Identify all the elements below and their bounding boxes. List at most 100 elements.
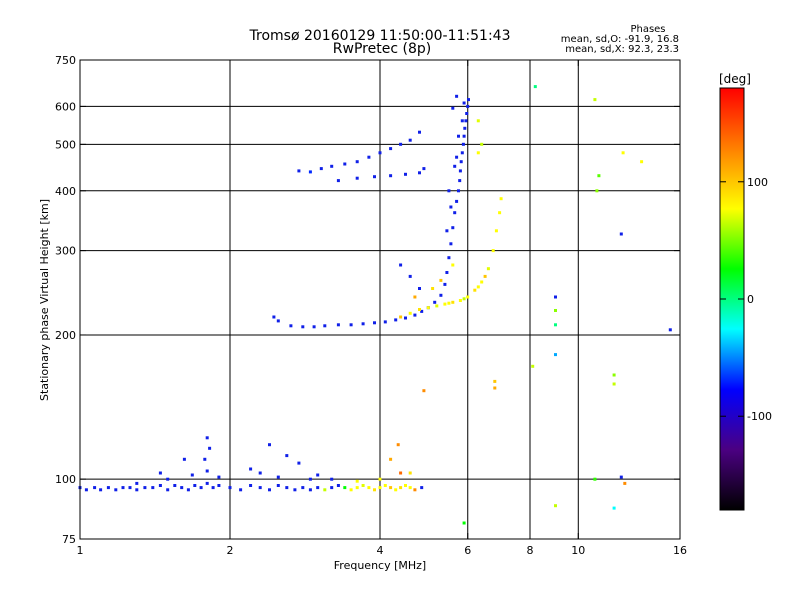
- data-point: [297, 461, 301, 465]
- data-point: [182, 457, 186, 461]
- data-point: [308, 477, 312, 481]
- data-point: [399, 486, 403, 490]
- data-point: [190, 473, 194, 477]
- data-point: [378, 151, 382, 155]
- data-point: [301, 486, 305, 490]
- data-point: [361, 484, 365, 487]
- data-point: [483, 274, 487, 278]
- data-point: [445, 271, 449, 274]
- data-point: [276, 319, 280, 323]
- data-point: [394, 488, 398, 492]
- data-point: [458, 179, 462, 183]
- data-point: [455, 94, 459, 98]
- data-point: [462, 297, 466, 301]
- data-point: [493, 386, 497, 390]
- data-point: [373, 321, 376, 325]
- data-point: [480, 280, 484, 284]
- data-point: [199, 486, 203, 490]
- data-point: [228, 486, 232, 490]
- data-point: [418, 287, 421, 290]
- data-point: [453, 164, 457, 168]
- data-point: [449, 242, 453, 246]
- data-point: [457, 134, 460, 138]
- data-point: [462, 134, 466, 138]
- y-axis-label: Stationary phase Virtual Height [km]: [38, 199, 51, 401]
- phase-info-o: mean, sd,O: -91.9, 16.8: [561, 34, 679, 45]
- data-point: [193, 484, 197, 487]
- data-point: [389, 147, 393, 151]
- x-tick-label: 1: [77, 544, 84, 557]
- data-point: [389, 174, 393, 178]
- data-point: [404, 316, 407, 320]
- data-point: [413, 295, 417, 299]
- data-point: [389, 457, 393, 461]
- chart-title: Tromsø 20160129 11:50:00-11:51:43: [249, 28, 511, 44]
- data-point: [447, 189, 451, 193]
- data-point: [408, 138, 412, 142]
- data-point: [330, 486, 334, 490]
- data-point: [316, 473, 320, 477]
- data-point: [399, 263, 403, 267]
- colorbar-tick-label: 100: [747, 176, 768, 189]
- data-point: [494, 229, 498, 233]
- colorbar-tick-label: -100: [747, 410, 772, 423]
- data-point: [173, 484, 177, 487]
- data-point: [308, 488, 312, 492]
- data-point: [593, 477, 597, 481]
- data-point: [99, 488, 103, 492]
- colorbar-tick-label: 0: [747, 293, 754, 306]
- data-point: [319, 167, 323, 171]
- data-point: [285, 486, 289, 490]
- data-point: [464, 119, 468, 123]
- x-tick-label: 2: [227, 544, 234, 557]
- y-tick-label: 500: [55, 138, 76, 151]
- data-point: [293, 488, 297, 492]
- data-point: [208, 446, 212, 450]
- data-point: [312, 325, 316, 329]
- data-point: [451, 300, 455, 304]
- data-point: [355, 486, 359, 490]
- data-point: [343, 162, 347, 166]
- data-point: [459, 160, 463, 164]
- data-point: [166, 488, 170, 492]
- data-point: [420, 309, 424, 313]
- data-point: [323, 324, 327, 328]
- data-point: [451, 106, 455, 110]
- data-point: [158, 471, 162, 475]
- data-point: [355, 479, 359, 483]
- data-point: [443, 282, 447, 286]
- data-point: [408, 471, 412, 475]
- data-point: [463, 126, 467, 130]
- data-point: [211, 486, 215, 490]
- data-point: [462, 101, 466, 105]
- data-point: [408, 311, 412, 315]
- data-point: [422, 389, 426, 393]
- y-tick-label: 200: [55, 329, 76, 342]
- x-tick-label: 6: [464, 544, 471, 557]
- data-point: [249, 467, 253, 471]
- data-point: [493, 379, 497, 383]
- data-point: [383, 320, 387, 324]
- data-point: [445, 229, 449, 233]
- data-point: [106, 486, 110, 490]
- data-point: [276, 484, 280, 487]
- data-point: [623, 481, 627, 485]
- data-point: [349, 488, 353, 492]
- axes: 1 2 4 6 8 10 16 75 100 200 300 400 500 600 750: [55, 54, 687, 557]
- data-point: [597, 174, 601, 178]
- data-point: [408, 486, 412, 490]
- data-point: [418, 130, 421, 134]
- x-tick-label: 8: [527, 544, 534, 557]
- x-tick-label: 10: [571, 544, 585, 557]
- data-point: [349, 323, 353, 327]
- data-point: [330, 164, 334, 168]
- data-point: [420, 486, 424, 490]
- data-point: [373, 175, 376, 179]
- data-point: [461, 142, 465, 146]
- data-point: [399, 142, 403, 146]
- data-point: [447, 301, 451, 305]
- data-point: [258, 471, 262, 475]
- data-point: [158, 484, 162, 487]
- data-point: [268, 488, 271, 492]
